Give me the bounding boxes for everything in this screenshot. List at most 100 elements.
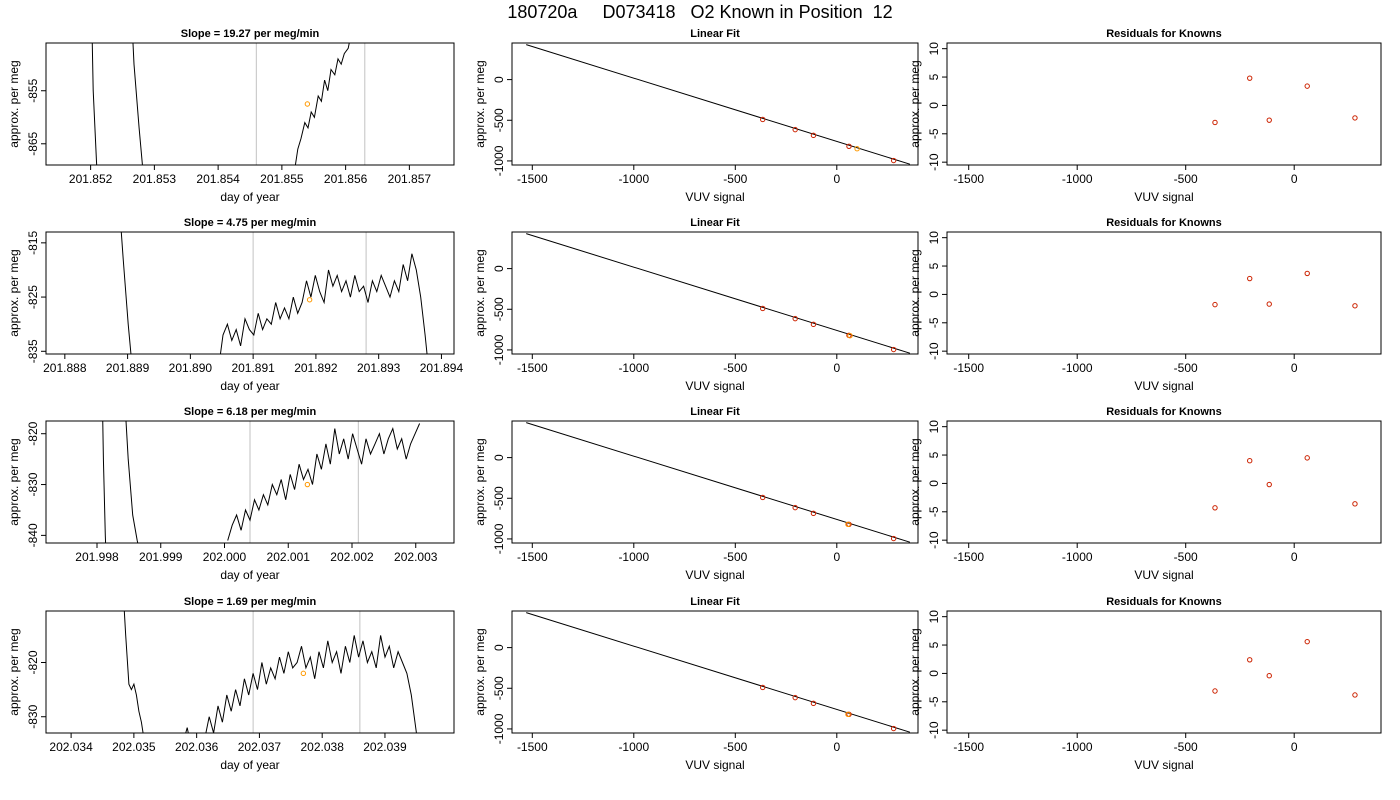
known-marker: [306, 297, 313, 303]
x-tick-label: 202.037: [238, 740, 282, 754]
x-tick-label: -500: [723, 550, 747, 564]
trace-line: [91, 43, 98, 165]
y-axis-label: approx. per meg: [473, 60, 487, 147]
x-tick-label: 201.889: [106, 361, 150, 375]
chart-title: Residuals for Knowns: [1106, 28, 1222, 40]
chart-panel-10: Residuals for Knowns -1500 -1000 -500 0 -10 -5…: [908, 217, 1382, 393]
plot-frame: [511, 42, 919, 166]
y-tick-label: -1000: [492, 145, 506, 176]
x-tick-label: -1500: [517, 740, 548, 754]
plot-area: [1212, 455, 1358, 511]
y-tick-label: -500: [492, 486, 506, 510]
y-tick-label: 10: [927, 610, 941, 624]
y-axis-label: approx. per meg: [908, 60, 922, 147]
x-tick-label: -1000: [618, 361, 649, 375]
residual-point: [1212, 301, 1218, 308]
y-tick-label: -840: [26, 523, 40, 547]
y-tick-label: 10: [927, 231, 941, 245]
x-axis-label: VUV signal: [1134, 758, 1193, 772]
x-tick-label: 201.853: [133, 172, 177, 186]
y-axis-label: approx. per meg: [7, 249, 21, 336]
x-axis-label: VUV signal: [1134, 190, 1193, 204]
plot-frame: [511, 420, 919, 544]
x-tick-label: 201.888: [43, 361, 87, 375]
known-fit-point: [890, 346, 897, 353]
x-tick-label: -1000: [1062, 550, 1093, 564]
plot-frame: [511, 231, 919, 355]
y-tick-label: -1000: [492, 523, 506, 554]
x-tick-label: -1500: [517, 550, 548, 564]
x-axis-label: VUV signal: [685, 758, 744, 772]
plot-area: [123, 611, 417, 733]
y-tick-label: 0: [927, 480, 941, 487]
x-tick-label: 202.002: [330, 550, 374, 564]
residual-point: [1247, 275, 1253, 282]
chart-panel-1: Slope = 19.27 per meg/min 201.852 201.853 2…: [7, 28, 455, 204]
fit-line: [526, 233, 911, 354]
x-tick-label: 201.893: [357, 361, 401, 375]
x-tick-label: -500: [1174, 172, 1198, 186]
y-tick-label: 0: [927, 670, 941, 677]
known-fit-point: [810, 132, 817, 139]
trace-line: [123, 611, 144, 733]
x-tick-label: -1500: [953, 550, 984, 564]
y-tick-label: -820: [26, 650, 40, 674]
x-axis-label: day of year: [220, 758, 279, 772]
fit-line: [526, 422, 911, 543]
known-fit-point: [792, 315, 798, 322]
x-tick-label: 202.039: [363, 740, 407, 754]
y-tick-label: -835: [26, 339, 40, 363]
plot-area: [526, 233, 911, 354]
chart-panel-8: Linear Fit -1500 -1000 -500 0 -1000 -500 0 VUV s…: [473, 596, 919, 772]
chart-title: Linear Fit: [690, 28, 740, 40]
plot-frame: [946, 42, 1382, 166]
x-tick-label: 0: [833, 740, 840, 754]
x-tick-label: 0: [833, 172, 840, 186]
plot-frame: [45, 420, 455, 544]
y-axis-label: approx. per meg: [7, 60, 21, 147]
plot-frame: [946, 420, 1382, 544]
y-tick-label: -5: [927, 696, 941, 707]
y-tick-label: -5: [927, 506, 941, 517]
y-tick-label: -815: [26, 231, 40, 255]
x-tick-label: -500: [1174, 361, 1198, 375]
y-tick-label: -825: [26, 285, 40, 309]
known-fit-point: [890, 535, 897, 542]
y-tick-label: 0: [492, 644, 506, 651]
y-tick-label: 10: [927, 42, 941, 56]
x-tick-label: 201.894: [420, 361, 464, 375]
trace-line: [120, 232, 132, 354]
residual-point: [1266, 301, 1272, 307]
residual-point: [1266, 672, 1272, 679]
y-tick-label: -500: [492, 297, 506, 321]
residual-point: [1352, 303, 1358, 309]
x-tick-label: 201.857: [388, 172, 432, 186]
x-tick-label: -500: [723, 361, 747, 375]
y-tick-label: -5: [927, 317, 941, 328]
y-tick-label: 0: [492, 76, 506, 83]
x-tick-label: 202.038: [300, 740, 344, 754]
x-tick-label: 0: [1291, 740, 1298, 754]
fit-line: [526, 44, 911, 165]
x-tick-label: 201.890: [169, 361, 213, 375]
chart-panel-11: Residuals for Knowns -1500 -1000 -500 0 -10 -5…: [908, 406, 1382, 582]
chart-title: Slope = 19.27 per meg/min: [181, 28, 320, 40]
chart-panel-2: Slope = 4.75 per meg/min 201.888 201.889 20…: [7, 217, 464, 393]
x-tick-label: 201.892: [294, 361, 338, 375]
plot-frame: [45, 610, 455, 734]
chart-panel-7: Linear Fit -1500 -1000 -500 0 -1000 -500 0 VUV s…: [473, 406, 919, 582]
residual-point: [1247, 657, 1253, 663]
y-tick-label: -1000: [492, 713, 506, 744]
trace-line: [125, 421, 139, 543]
known-fit-point: [810, 510, 817, 517]
chart-title: Slope = 4.75 per meg/min: [184, 217, 317, 229]
known-fit-point: [810, 700, 817, 707]
y-tick-label: -865: [26, 131, 40, 155]
x-tick-label: -1500: [517, 361, 548, 375]
residual-point: [1352, 115, 1358, 121]
y-tick-label: -830: [26, 704, 40, 728]
x-tick-label: -1000: [618, 550, 649, 564]
x-tick-label: 201.891: [231, 361, 275, 375]
y-tick-label: 0: [492, 454, 506, 461]
y-tick-label: 5: [927, 262, 941, 269]
